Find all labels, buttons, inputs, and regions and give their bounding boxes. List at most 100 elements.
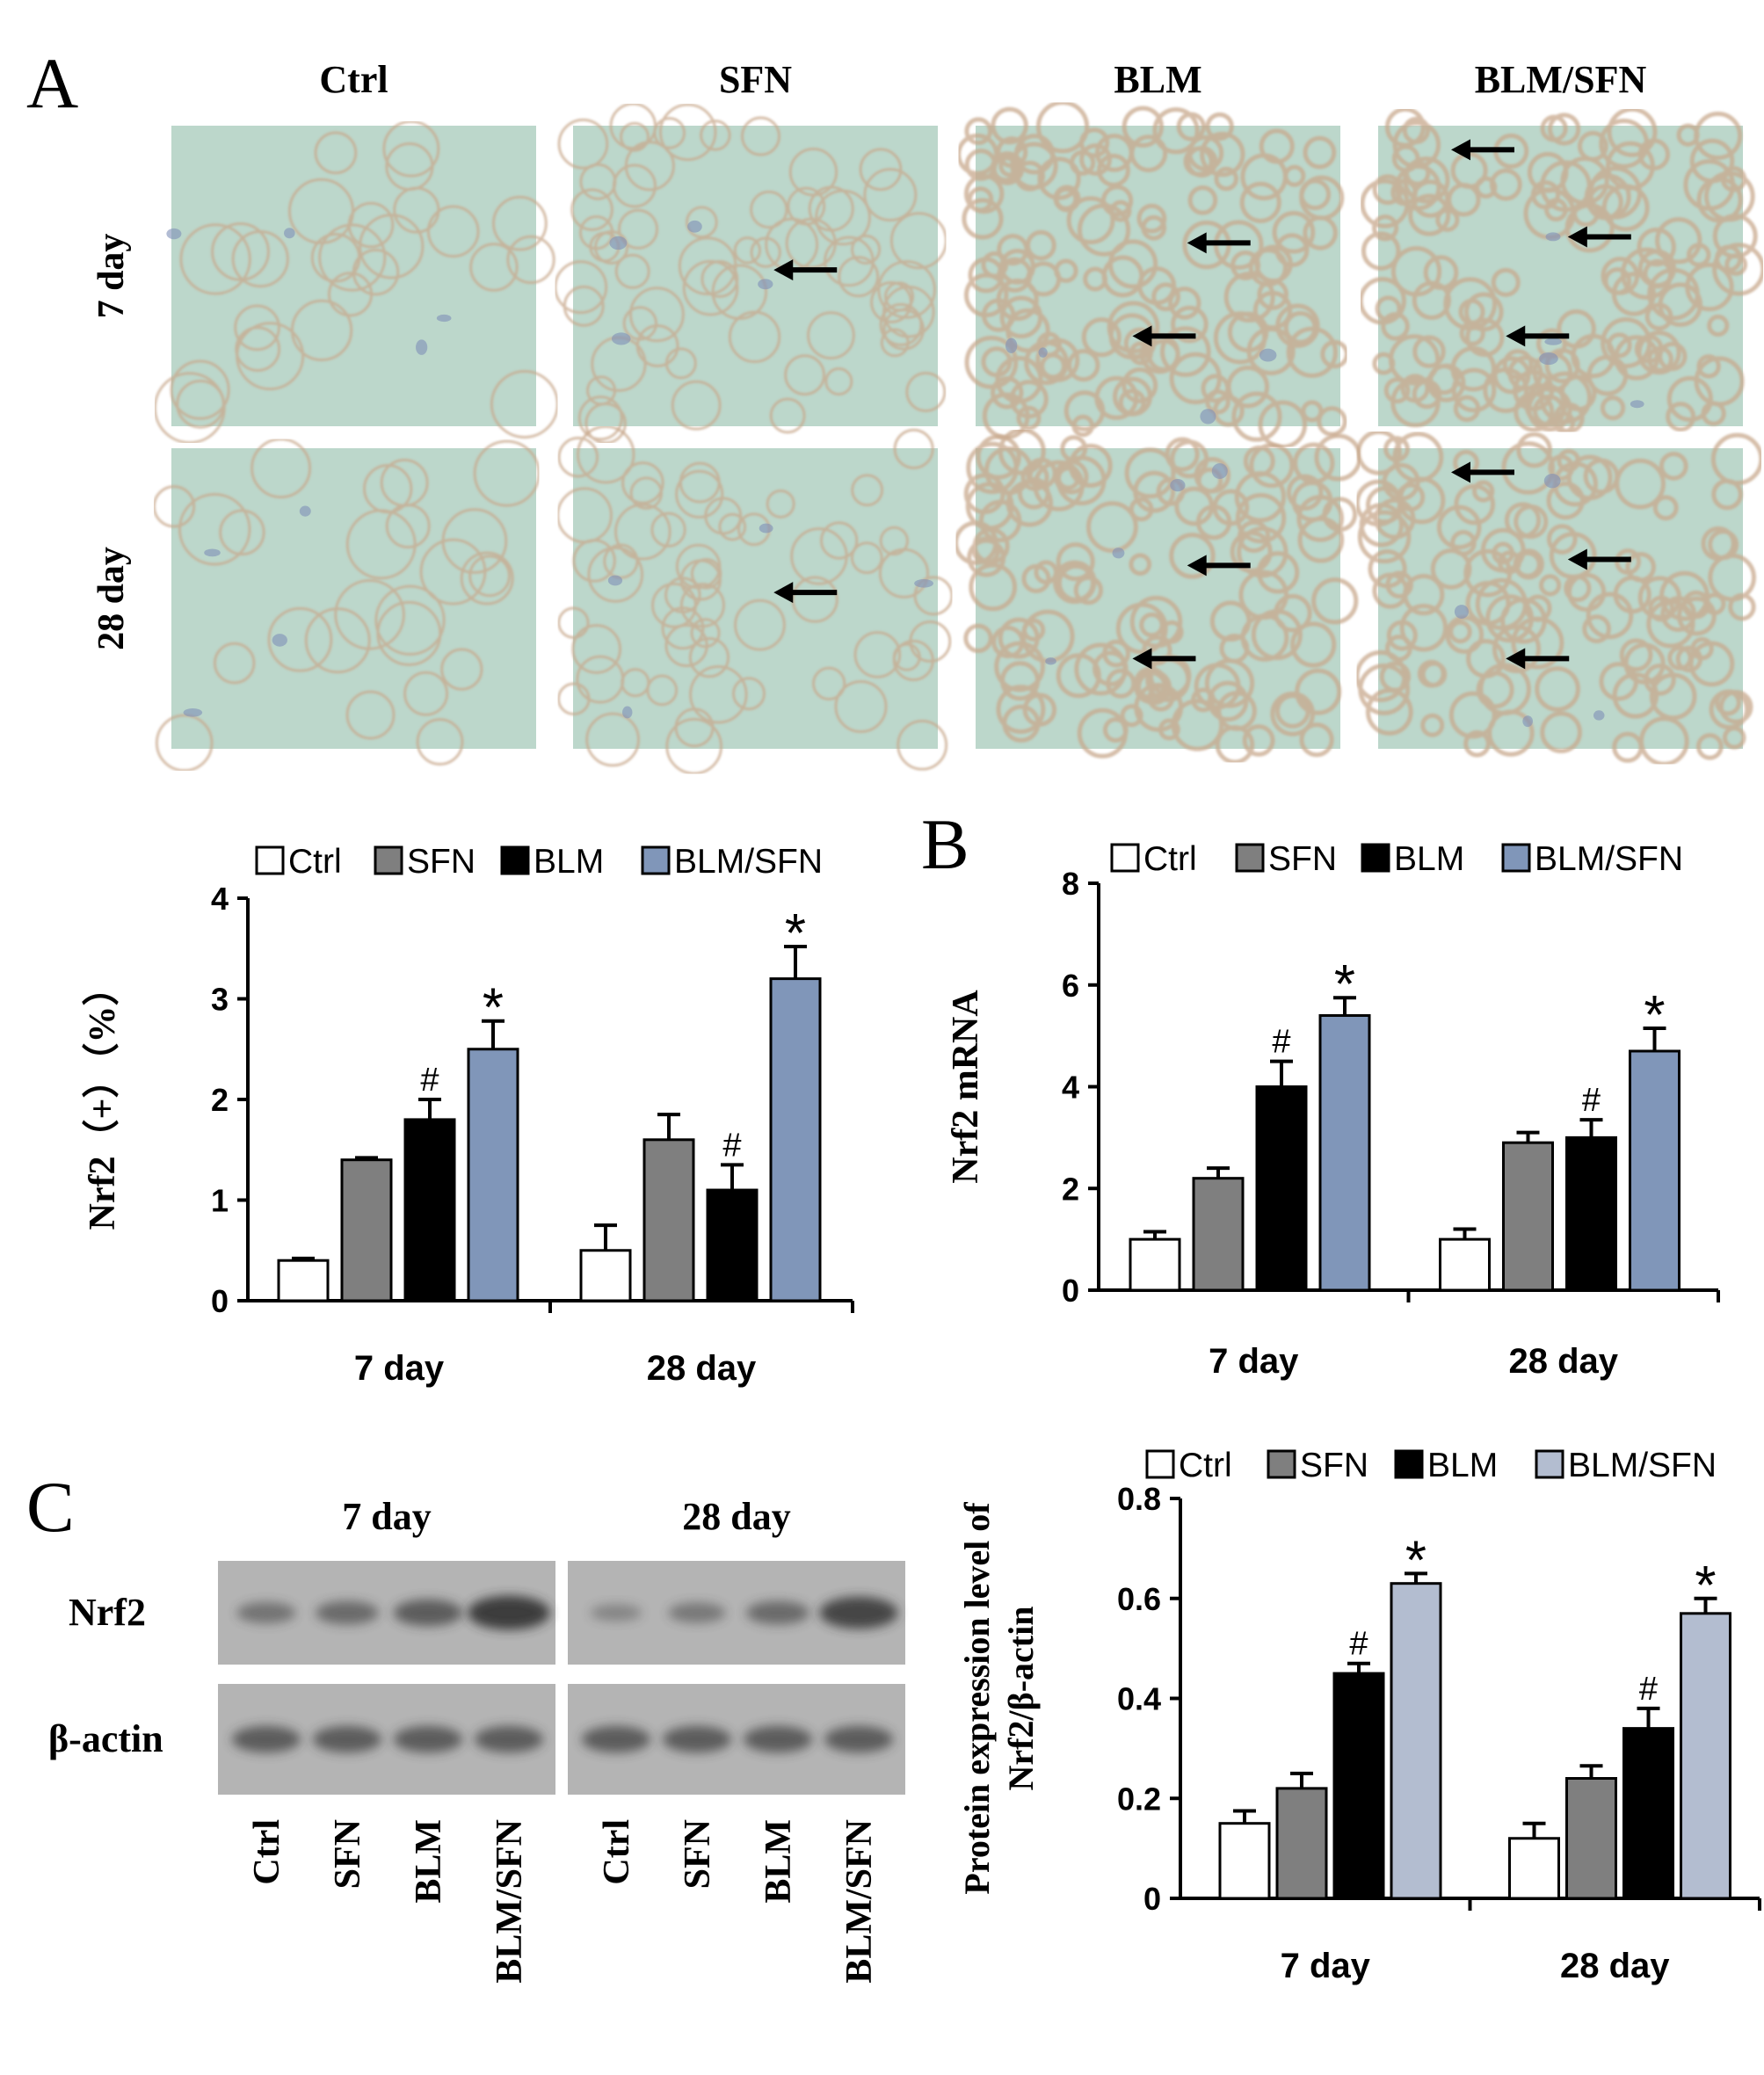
- stained-nucleus: [1545, 232, 1561, 242]
- alveolar-wall: [682, 259, 739, 316]
- alveolar-wall: [1688, 641, 1735, 687]
- alveolar-wall: [1707, 314, 1730, 337]
- alveolar-wall: [1239, 181, 1281, 223]
- alveolar-wall: [334, 579, 405, 650]
- chart-legend: Ctrl SFN BLM BLM/SFN: [1145, 1447, 1717, 1484]
- alveolar-wall: [1600, 395, 1626, 421]
- micrograph-blm-sfn-28-day: [1354, 429, 1764, 766]
- alveolar-wall: [1361, 231, 1401, 271]
- stained-nucleus: [1630, 400, 1644, 409]
- alveolar-wall: [1086, 501, 1138, 554]
- alveolar-wall: [728, 310, 781, 364]
- alveolar-wall: [1637, 227, 1676, 267]
- left-arrow-icon: [1187, 555, 1251, 577]
- alveolar-wall: [1122, 105, 1164, 148]
- alveolar-wall: [1186, 145, 1218, 178]
- alveolar-wall: [819, 521, 859, 560]
- legend-swatch-ctrl: [1145, 1449, 1175, 1479]
- alveolar-wall: [1448, 620, 1472, 644]
- alveolar-wall: [1514, 391, 1555, 432]
- alveolar-wall: [1722, 726, 1746, 750]
- stained-nucleus: [284, 228, 295, 239]
- arrow-head: [773, 259, 794, 281]
- alveolar-wall: [991, 106, 1028, 145]
- alveolar-wall: [966, 441, 1019, 495]
- stained-nucleus: [299, 505, 311, 517]
- alveolar-wall: [345, 509, 417, 580]
- significance-star: *: [1405, 1530, 1426, 1591]
- alveolar-wall: [1448, 691, 1497, 739]
- bar-ctrl-28-day: [579, 1249, 632, 1302]
- legend-label-ctrl: Ctrl: [1143, 840, 1197, 878]
- alveolar-wall: [1511, 616, 1564, 670]
- alveolar-wall: [878, 548, 930, 599]
- alveolar-wall: [956, 133, 999, 176]
- alveolar-wall: [304, 607, 371, 674]
- alveolar-wall: [468, 555, 511, 598]
- alveolar-wall: [1695, 733, 1724, 760]
- blot-time-label-7-day: 7 day: [342, 1495, 431, 1538]
- legend-label-sfn: SFN: [1300, 1447, 1368, 1484]
- left-arrow-icon: [1132, 648, 1196, 670]
- alveolar-wall: [1402, 116, 1430, 145]
- alveolar-wall: [635, 324, 679, 367]
- alveolar-wall: [877, 260, 936, 319]
- bar-blm-sfn-28-day: [1680, 1612, 1731, 1900]
- alveolar-wall: [675, 469, 724, 519]
- alveolar-wall: [882, 286, 935, 338]
- legend-swatch-sfn: [1235, 843, 1265, 873]
- chart-legend: Ctrl SFN BLM BLM/SFN: [1110, 840, 1683, 878]
- alveolar-wall: [1666, 375, 1713, 423]
- alveolar-wall: [624, 141, 675, 192]
- legend-label-ctrl: Ctrl: [1179, 1447, 1232, 1484]
- alveolar-wall: [1381, 312, 1410, 341]
- panel-a-micrograph-grid: [152, 100, 1764, 775]
- stained-nucleus: [416, 339, 428, 355]
- x-category-label-28-day: 28 day: [1560, 1947, 1670, 1985]
- alveolar-wall: [492, 195, 548, 251]
- alveolar-wall: [1094, 375, 1139, 420]
- y-tick-label: 4: [1062, 1070, 1079, 1106]
- alveolar-wall: [972, 527, 1010, 565]
- alveolar-wall: [416, 718, 464, 766]
- alveolar-wall: [1530, 180, 1561, 210]
- stained-nucleus: [914, 579, 934, 588]
- blot-lane-label-blm: BLM: [759, 1819, 799, 1904]
- alveolar-wall: [1165, 437, 1200, 472]
- alveolar-wall: [1601, 317, 1652, 369]
- alveolar-wall: [1696, 177, 1743, 223]
- legend-swatch-blm: [500, 845, 530, 875]
- stained-nucleus: [1112, 548, 1125, 559]
- row-label-28-day: 28 day: [91, 547, 132, 650]
- alveolar-wall: [1223, 272, 1275, 323]
- alveolar-wall: [1214, 166, 1238, 192]
- alveolar-wall: [1546, 481, 1585, 520]
- alveolar-wall: [1259, 128, 1295, 164]
- legend-label-blm: BLM: [1394, 840, 1464, 878]
- tissue-texture: [554, 102, 947, 445]
- blot-lane-label-blm-sfn: BLM/SFN: [490, 1819, 530, 1984]
- blot-band-actin-lane-7: [743, 1725, 813, 1753]
- blot-row-label-actin: β-actin: [48, 1717, 163, 1760]
- alveolar-wall: [1231, 391, 1282, 442]
- alveolar-wall: [766, 489, 795, 519]
- blot-lane-label-blm-sfn: BLM/SFN: [839, 1819, 880, 1984]
- alveolar-wall: [460, 551, 514, 606]
- alveolar-wall: [577, 424, 635, 484]
- alveolar-wall: [1683, 159, 1736, 211]
- alveolar-wall: [506, 235, 555, 285]
- alveolar-wall: [1356, 429, 1403, 475]
- alveolar-wall: [1652, 495, 1679, 521]
- blot-band-nrf2-lane-3: [393, 1599, 463, 1627]
- alveolar-wall: [1412, 280, 1452, 320]
- alveolar-wall: [1257, 279, 1289, 310]
- alveolar-wall: [1069, 149, 1096, 176]
- micrograph-blm-sfn-7-day: [1358, 106, 1764, 434]
- x-category-label-7-day: 7 day: [354, 1349, 445, 1388]
- alveolar-wall: [1020, 462, 1049, 491]
- stained-nucleus: [1454, 605, 1469, 619]
- y-tick-label: 0: [1062, 1273, 1079, 1309]
- stained-nucleus: [1539, 352, 1558, 366]
- alveolar-wall: [1071, 414, 1094, 438]
- arrow-head: [1567, 548, 1587, 570]
